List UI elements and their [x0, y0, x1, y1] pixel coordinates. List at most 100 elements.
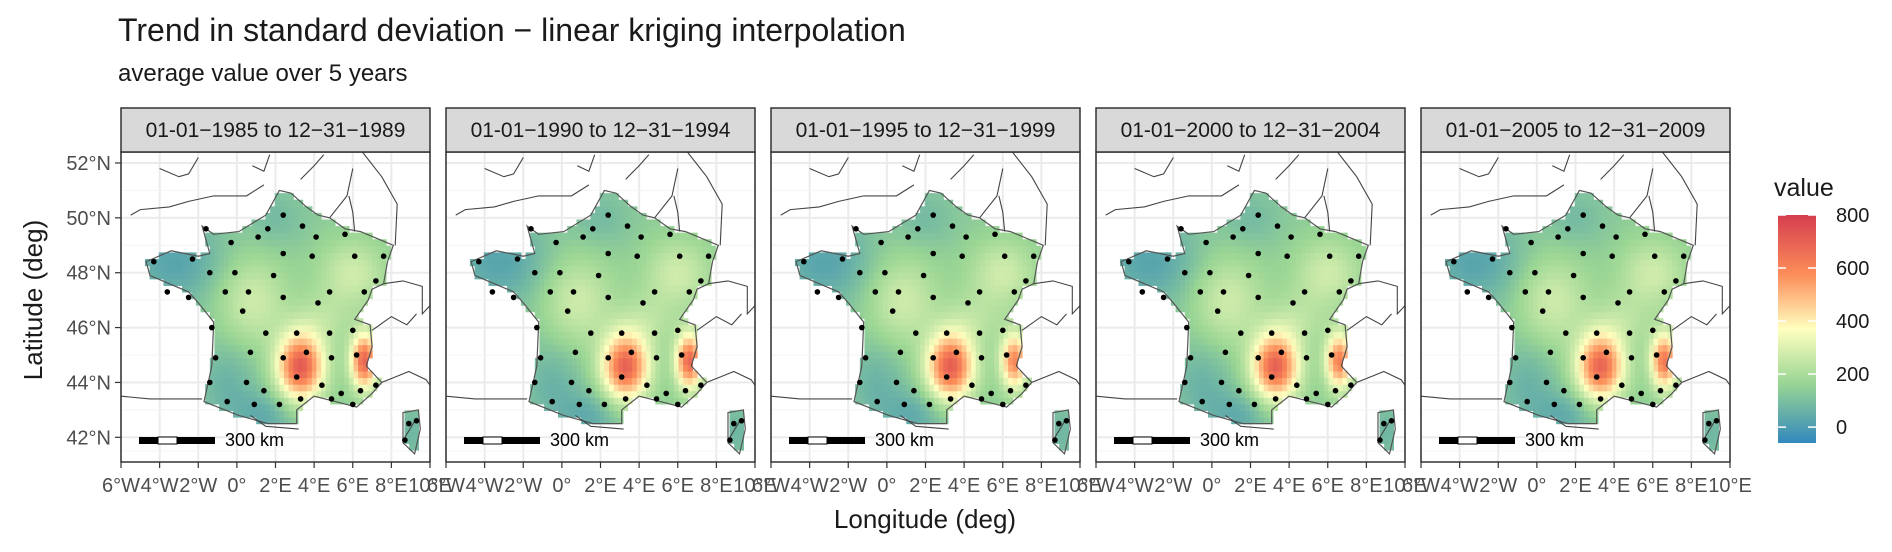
heatmap-cell	[604, 193, 610, 201]
heatmap-cell	[585, 410, 592, 418]
heatmap-cell	[1300, 245, 1306, 253]
heatmap-cell	[302, 278, 308, 286]
heatmap-cell	[1012, 272, 1019, 280]
heatmap-cell	[1263, 298, 1269, 306]
heatmap-cell	[1189, 272, 1195, 280]
heatmap-cell	[209, 239, 216, 247]
heatmap-cell	[1337, 351, 1344, 359]
heatmap-cell	[957, 370, 963, 379]
heatmap-cell	[1208, 364, 1214, 372]
heatmap-cell	[260, 318, 267, 326]
heatmap-cell	[274, 258, 280, 267]
heatmap-cell	[1240, 377, 1246, 385]
heatmap-cell	[1296, 357, 1302, 365]
heatmap-cell	[975, 265, 981, 273]
heatmap-cell	[947, 318, 954, 326]
heatmap-cell	[1254, 318, 1260, 326]
heatmap-cell	[906, 272, 912, 280]
heatmap-cell	[613, 305, 619, 313]
heatmap-cell	[975, 226, 981, 234]
heatmap-cell	[270, 377, 276, 385]
heatmap-cell	[293, 258, 299, 267]
heatmap-cell	[892, 324, 898, 333]
heatmap-cell	[878, 344, 884, 352]
heatmap-cell	[1268, 226, 1274, 234]
heatmap-cell	[330, 278, 336, 286]
heatmap-cell	[683, 357, 689, 365]
heatmap-cell	[154, 265, 160, 273]
heatmap-cell	[279, 265, 285, 273]
heatmap-cell	[864, 232, 870, 240]
heatmap-cell	[279, 377, 285, 385]
heatmap-cell	[1231, 357, 1237, 365]
heatmap-cell	[1008, 351, 1014, 359]
heatmap-cell	[339, 351, 345, 359]
heatmap-cell	[316, 291, 322, 300]
station-point	[1000, 327, 1006, 334]
heatmap-cell	[539, 377, 545, 385]
heatmap-cell	[581, 410, 587, 418]
heatmap-cell	[344, 298, 350, 306]
heatmap-cell	[293, 338, 299, 346]
heatmap-cell	[994, 311, 1000, 319]
heatmap-cell	[855, 397, 861, 405]
heatmap-cell	[650, 278, 656, 286]
heatmap-cell	[887, 338, 893, 346]
heatmap-cell	[548, 272, 554, 280]
heatmap-cell	[1291, 245, 1297, 253]
station-point	[164, 289, 171, 295]
heatmap-cell	[599, 351, 605, 359]
heatmap-cell	[488, 258, 494, 267]
heatmap-cell	[223, 232, 229, 240]
heatmap-cell	[1012, 285, 1019, 293]
heatmap-cell	[274, 390, 280, 398]
heatmap-cell	[873, 311, 879, 319]
heatmap-cell	[943, 311, 949, 319]
heatmap-cell	[251, 252, 257, 260]
heatmap-cell	[205, 232, 211, 240]
heatmap-cell	[1157, 265, 1163, 273]
station-point	[373, 382, 379, 389]
heatmap-cell	[622, 318, 629, 326]
heatmap-cell	[1323, 258, 1330, 267]
heatmap-cell	[1226, 265, 1232, 273]
heatmap-cell	[265, 232, 271, 240]
heatmap-cell	[1300, 291, 1306, 300]
country-border	[625, 154, 650, 180]
heatmap-cell	[348, 311, 355, 319]
heatmap-cell	[297, 212, 304, 221]
heatmap-cell	[270, 338, 276, 346]
heatmap-cell	[1319, 364, 1325, 372]
heatmap-cell	[920, 285, 926, 293]
heatmap-cell	[1235, 318, 1242, 326]
heatmap-cell	[576, 239, 582, 247]
heatmap-cell	[307, 239, 313, 247]
heatmap-cell	[1259, 331, 1265, 339]
country-border	[809, 157, 849, 178]
heatmap-cell	[1198, 298, 1204, 306]
heatmap-cell	[1328, 265, 1334, 273]
heatmap-cell	[242, 344, 248, 352]
heatmap-cell	[618, 232, 624, 240]
heatmap-cell	[818, 265, 824, 273]
heatmap-cell	[1291, 351, 1297, 359]
heatmap-cell	[734, 417, 740, 425]
heatmap-cell	[627, 390, 633, 398]
heatmap-cell	[358, 377, 364, 385]
heatmap-cell	[548, 364, 554, 372]
heatmap-cell	[609, 212, 615, 221]
heatmap-cell	[887, 252, 893, 260]
heatmap-cell	[214, 285, 220, 293]
heatmap-cell	[325, 291, 331, 300]
heatmap-cell	[311, 351, 318, 359]
heatmap-cell	[1319, 258, 1325, 267]
heatmap-cell	[1240, 219, 1246, 227]
heatmap-cell	[971, 344, 977, 352]
heatmap-cell	[683, 331, 689, 339]
heatmap-cell	[878, 377, 884, 385]
heatmap-cell	[1282, 232, 1288, 240]
heatmap-cell	[952, 305, 958, 313]
heatmap-cell	[664, 331, 670, 339]
heatmap-cell	[237, 397, 243, 405]
